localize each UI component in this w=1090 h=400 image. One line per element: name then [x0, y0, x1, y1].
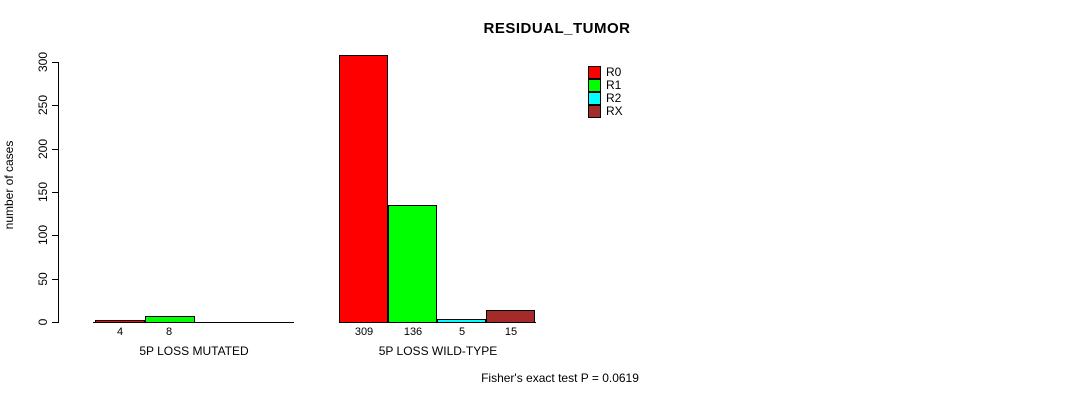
y-axis-tick-label: 50	[36, 272, 50, 286]
bar-value-label: 8	[165, 326, 173, 338]
bar-R1	[145, 316, 195, 323]
legend-swatch-R0	[588, 66, 601, 79]
y-axis-label: number of cases	[2, 140, 16, 230]
y-axis-tick	[52, 149, 59, 150]
legend-item-R2: R2	[588, 92, 623, 105]
bar-R2	[437, 319, 486, 323]
y-axis-tick	[52, 279, 59, 280]
legend-label: RX	[606, 104, 623, 118]
y-axis-tick	[52, 322, 59, 323]
legend-label: R2	[606, 91, 622, 105]
y-axis-tick-label: 100	[36, 224, 50, 246]
bar-R0	[339, 55, 388, 323]
group-label: 5P LOSS WILD-TYPE	[378, 344, 498, 358]
legend-label: R0	[606, 65, 622, 79]
group-label: 5P LOSS MUTATED	[139, 344, 249, 358]
bar-RX	[486, 310, 535, 323]
y-axis-tick-label: 250	[36, 94, 50, 116]
bar-value-label: 15	[504, 326, 518, 338]
legend-swatch-R2	[588, 92, 601, 105]
legend-swatch-RX	[588, 105, 601, 118]
legend: R0 R1 R2 RX	[588, 66, 623, 118]
bar-value-label: 309	[354, 326, 374, 338]
y-axis-tick	[52, 192, 59, 193]
legend-item-R0: R0	[588, 66, 623, 79]
bar-R0	[95, 320, 145, 323]
annotation-fisher-test: Fisher's exact test P = 0.0619	[481, 371, 639, 385]
bar-value-label: 4	[116, 326, 124, 338]
legend-item-RX: RX	[588, 105, 623, 118]
chart-title: RESIDUAL_TUMOR	[483, 20, 631, 37]
y-axis-tick	[52, 235, 59, 236]
y-axis-tick-label: 200	[36, 138, 50, 160]
y-axis-tick-label: 0	[36, 318, 50, 326]
legend-swatch-R1	[588, 79, 601, 92]
bar-R1	[388, 205, 437, 323]
legend-item-R1: R1	[588, 79, 623, 92]
y-axis-tick	[52, 62, 59, 63]
legend-label: R1	[606, 78, 622, 92]
y-axis-tick-label: 150	[36, 181, 50, 203]
bar-value-label: 136	[403, 326, 423, 338]
y-axis-tick	[52, 105, 59, 106]
bar-value-label: 5	[458, 326, 466, 338]
y-axis-tick-label: 300	[36, 51, 50, 73]
